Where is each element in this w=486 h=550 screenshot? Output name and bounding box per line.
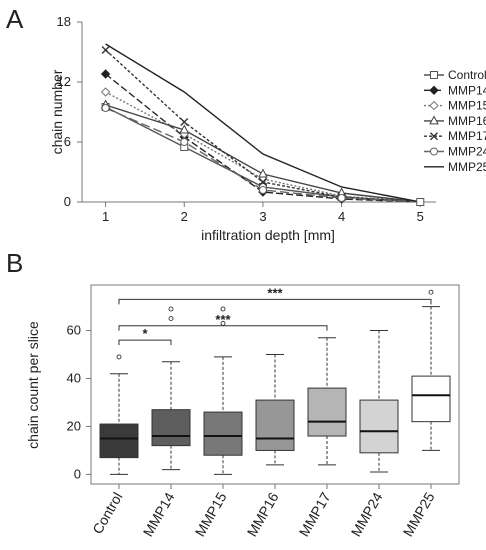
significance-bracket <box>118 339 172 346</box>
box-mmp14 <box>151 306 191 471</box>
legend-marker-mmp15 <box>429 100 439 111</box>
data-point-mmp24 <box>101 104 110 112</box>
data-point-mmp24 <box>180 138 189 146</box>
box-body <box>411 375 451 423</box>
significance-control-mmp17: *** <box>118 312 328 331</box>
y-tick-label: 0 <box>64 194 71 209</box>
box-body <box>255 399 295 451</box>
series-line-mmp25 <box>105 43 421 203</box>
box-mmp25 <box>411 289 451 451</box>
x-tick-label: 2 <box>181 209 188 224</box>
legend-marker-mmp14 <box>429 85 439 96</box>
y-tick-label: 20 <box>67 418 81 433</box>
outlier-point <box>428 289 434 295</box>
x-tick-label-control: Control <box>89 490 125 537</box>
x-tick-label-mmp16: MMP16 <box>244 489 282 539</box>
series-mmp24 <box>101 104 421 203</box>
legend-label-control: Control <box>448 68 486 82</box>
significance-control-mmp14: * <box>118 326 172 346</box>
x-tick-label: 4 <box>338 209 345 224</box>
box-body <box>203 411 243 456</box>
data-point-mmp16 <box>179 124 190 134</box>
line-chart-x-axis-title: infiltration depth [mm] <box>201 227 335 243</box>
data-point-mmp24 <box>337 194 346 202</box>
box-control <box>99 354 139 475</box>
box-body <box>359 399 399 454</box>
series-mmp25 <box>105 43 421 203</box>
x-tick-label: 3 <box>259 209 266 224</box>
x-tick-label-mmp15: MMP15 <box>192 489 230 539</box>
legend-marker-mmp16 <box>429 115 439 125</box>
box-plot: 0 20 40 60 Control MMP14 MMP15 MMP16 MMP17 MMP24 M… <box>25 284 460 539</box>
legend-marker-mmp24 <box>430 147 438 156</box>
x-tick-label-mmp14: MMP14 <box>140 489 178 539</box>
data-point-mmp24 <box>258 186 267 194</box>
box-body <box>99 423 139 459</box>
box-mmp17 <box>307 337 347 466</box>
box-mmp15 <box>203 306 243 475</box>
outlier-point <box>168 316 174 322</box>
panel-label-a: A <box>6 4 24 34</box>
x-tick-label-mmp17: MMP17 <box>296 489 334 539</box>
data-point-mmp15 <box>100 87 111 97</box>
y-tick-label: 18 <box>57 14 71 29</box>
legend-marker-control <box>430 71 438 79</box>
outlier-point <box>116 354 122 360</box>
outlier-point <box>220 306 226 312</box>
data-point-mmp14 <box>100 69 111 79</box>
legend-label-mmp16: MMP16 <box>448 114 486 128</box>
y-tick-label: 0 <box>74 466 81 481</box>
y-tick-label: 12 <box>57 74 71 89</box>
significance-label: * <box>142 326 148 341</box>
legend-label-mmp24: MMP24 <box>448 145 486 159</box>
y-tick-label: 60 <box>67 323 81 338</box>
line-chart-y-axis-title: chain number <box>49 69 65 154</box>
legend-label-mmp14: MMP14 <box>448 83 486 97</box>
significance-label: *** <box>267 285 283 300</box>
x-tick-label: 5 <box>417 209 424 224</box>
box-plot-significance: ******* <box>118 285 432 346</box>
x-tick-label-mmp25: MMP25 <box>400 489 438 539</box>
legend-label-mmp25: MMP25 <box>448 160 486 174</box>
x-tick-label-mmp24: MMP24 <box>348 489 386 539</box>
panel-label-b: B <box>6 248 23 278</box>
legend-label-mmp17: MMP17 <box>448 129 486 143</box>
y-tick-label: 40 <box>67 371 81 386</box>
box-body <box>151 409 191 447</box>
box-plot-frame <box>90 284 460 485</box>
line-chart-series <box>100 43 425 206</box>
data-point-mmp16 <box>258 168 268 178</box>
box-plot-y-axis-title: chain count per slice <box>25 321 41 449</box>
outlier-point <box>168 306 174 312</box>
y-tick-label: 6 <box>64 134 71 149</box>
data-point-mmp17 <box>101 46 110 54</box>
significance-bracket <box>118 325 328 331</box>
legend-label-mmp15: MMP15 <box>448 99 486 113</box>
significance-control-mmp25: *** <box>118 285 432 305</box>
box-mmp16 <box>255 354 295 466</box>
box-mmp24 <box>359 330 399 473</box>
data-point-mmp17 <box>180 118 189 126</box>
legend-marker-mmp17 <box>430 132 438 141</box>
x-tick-label: 1 <box>102 209 109 224</box>
significance-label: *** <box>215 312 231 327</box>
box-body <box>307 387 347 437</box>
data-point-end <box>416 198 425 206</box>
data-point-mmp17 <box>258 178 267 186</box>
box-plot-boxes <box>99 289 451 475</box>
significance-bracket <box>118 298 432 305</box>
